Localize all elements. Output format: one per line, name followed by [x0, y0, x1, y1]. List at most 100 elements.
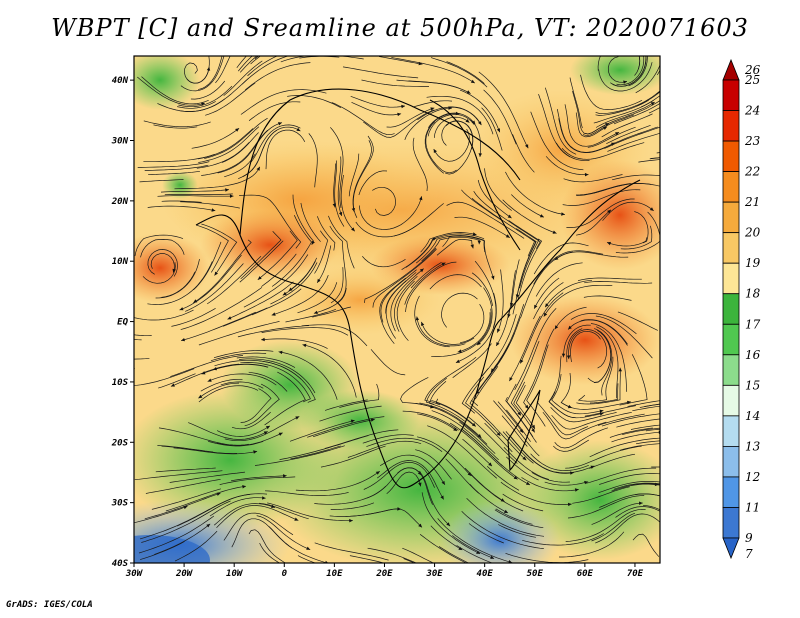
streamline — [379, 277, 407, 344]
streamline — [312, 419, 375, 438]
streamline-arrow — [370, 418, 375, 422]
streamline-arrow — [470, 79, 475, 84]
streamline-arrow — [496, 342, 500, 346]
streamline-arrow — [288, 287, 293, 292]
streamline-arrow — [477, 341, 481, 346]
streamline — [425, 121, 457, 174]
streamline — [139, 541, 185, 560]
streamline — [609, 427, 653, 438]
streamline — [421, 236, 480, 262]
streamline — [495, 508, 533, 525]
streamline — [231, 411, 271, 430]
colorbar-label: 22 — [744, 165, 760, 179]
streamline — [636, 91, 660, 107]
streamline-arrow — [639, 501, 643, 505]
streamline — [390, 268, 424, 332]
colorbar-label: 26 — [744, 63, 761, 77]
streamline — [590, 323, 628, 392]
streamline — [147, 249, 178, 277]
streamline — [212, 363, 269, 371]
streamline — [441, 120, 474, 150]
streamline — [271, 274, 329, 316]
streamline — [134, 357, 150, 360]
streamline — [619, 354, 648, 406]
colorbar-bottom-arrow — [722, 537, 740, 560]
streamline-arrow — [313, 310, 318, 314]
streamline — [236, 56, 247, 69]
streamline — [505, 171, 565, 215]
streamline — [493, 400, 540, 457]
streamline — [582, 126, 658, 153]
streamline — [347, 440, 422, 458]
lat-label: 40S — [112, 559, 129, 569]
streamline-arrow — [397, 507, 401, 511]
streamline-arrow — [477, 434, 482, 438]
streamline — [282, 260, 316, 296]
colorbar-box — [722, 262, 740, 295]
streamline — [627, 400, 660, 407]
streamline — [215, 56, 231, 84]
streamline — [500, 481, 572, 505]
streamline-arrow — [568, 325, 572, 330]
streamline-arrow — [599, 409, 604, 413]
streamline — [560, 372, 573, 409]
streamline — [191, 128, 240, 149]
streamline — [530, 111, 584, 171]
streamline — [292, 194, 315, 245]
streamline-arrow — [271, 504, 276, 508]
streamline-arrow — [349, 518, 353, 523]
plot-frame — [133, 55, 661, 564]
streamline — [595, 90, 660, 115]
streamline — [176, 494, 251, 527]
streamline-arrow — [211, 208, 216, 212]
streamline — [471, 272, 494, 306]
streamline-arrow — [519, 428, 524, 433]
streamline-arrow — [607, 209, 611, 214]
streamline — [595, 513, 660, 544]
streamline — [576, 183, 652, 196]
streamline — [615, 506, 660, 518]
streamline-arrow — [525, 144, 529, 149]
lon-label: 30W — [125, 569, 144, 579]
streamline — [247, 56, 278, 77]
streamline — [430, 525, 463, 551]
colorbar-label: 24 — [744, 104, 760, 118]
streamline — [554, 427, 609, 449]
streamline — [601, 416, 641, 427]
streamline — [134, 368, 135, 370]
streamline-arrow — [552, 230, 557, 234]
colorbar-box — [722, 140, 740, 172]
streamline-arrow — [491, 275, 495, 280]
streamline — [565, 445, 642, 469]
colorbar-label: 20 — [744, 226, 761, 240]
streamline — [248, 371, 288, 392]
streamline — [256, 515, 311, 551]
streamline — [372, 248, 437, 308]
streamline — [417, 413, 458, 432]
streamline — [331, 102, 395, 136]
lat-label: 10N — [112, 257, 129, 267]
streamline — [502, 431, 534, 464]
streamline — [237, 325, 309, 338]
streamline — [402, 547, 434, 563]
streamline — [620, 225, 653, 250]
streamline — [400, 377, 435, 409]
streamline — [424, 113, 460, 174]
streamline-arrow — [306, 546, 311, 550]
colorbar-label: 11 — [745, 500, 760, 514]
streamline — [617, 311, 658, 331]
streamline-arrow — [415, 316, 420, 321]
streamline-arrow — [708, 410, 712, 414]
streamline — [575, 112, 608, 138]
streamline — [185, 263, 244, 312]
streamline — [385, 280, 407, 314]
streamline-arrow — [179, 307, 184, 311]
streamline-arrow — [207, 378, 212, 382]
streamline — [361, 79, 430, 87]
streamline — [497, 401, 524, 434]
streamline — [362, 434, 414, 444]
streamline — [577, 356, 614, 402]
streamline — [216, 505, 299, 528]
streamline-arrow — [440, 495, 444, 500]
